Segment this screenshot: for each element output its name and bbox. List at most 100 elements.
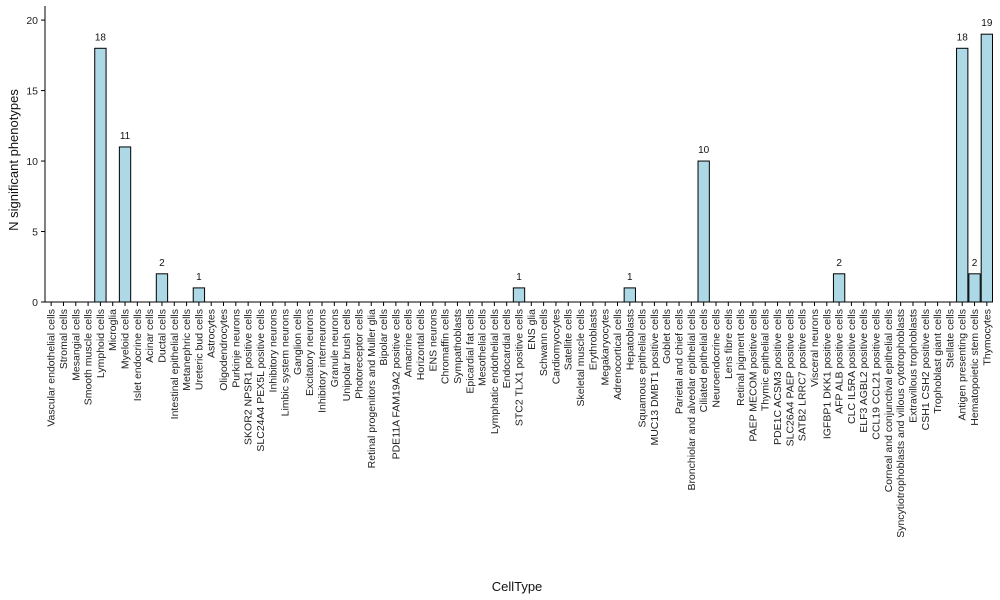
y-tick-label: 20	[26, 15, 38, 27]
x-tick-label: Satellite cells	[563, 309, 575, 370]
x-tick-label: Microglia	[107, 309, 119, 351]
x-tick-label: SATB2 LRRC7 positive cells	[797, 309, 809, 441]
bar-value-label: 1	[516, 272, 522, 283]
x-tick-label: Squamous epithelial cells	[637, 309, 649, 427]
x-tick-label: Acinar cells	[144, 309, 156, 363]
bar-value-label: 2	[972, 258, 978, 269]
x-axis-title: CellType	[492, 579, 543, 594]
x-tick-label: Antigen presenting cells	[957, 309, 969, 421]
x-tick-label: Skeletal muscle cells	[575, 309, 587, 406]
x-tick-label: Ureteric bud cells	[193, 309, 205, 390]
bars	[94, 33, 994, 303]
x-tick-label: Thymocytes	[981, 309, 993, 366]
y-axis: 0 5 10 15 20	[26, 6, 46, 309]
x-tick-label: SLC24A4 PEX5L positive cells	[255, 309, 267, 452]
x-tick-label: Lymphatic endothelial cells	[489, 309, 501, 434]
x-tick-label: Endocardial cells	[501, 309, 513, 388]
x-tick-label: IGFBP1 DKK1 positive cells	[821, 309, 833, 439]
bar	[832, 273, 846, 303]
x-tick-label: Corneal and conjunctival epithelial cell…	[883, 309, 895, 492]
x-tick-label: SKOR2 NPSR1 positive cells	[243, 309, 255, 445]
x-tick-label: Stromal cells	[58, 309, 70, 369]
x-tick-label: AFP ALB positive cells	[834, 309, 846, 414]
x-tick-label: Thymic epithelial cells	[760, 309, 772, 411]
bar-value-label: 2	[836, 258, 842, 269]
x-tick-label: Parietal and chief cells	[674, 309, 686, 414]
bar-value-label: 2	[159, 258, 165, 269]
x-tick-label: Lens fibre cells	[723, 309, 735, 379]
x-tick-label: Intestinal epithelial cells	[169, 309, 181, 419]
x-tick-label: Trophoblast giant cells	[932, 309, 944, 414]
x-tick-label: Schwann cells	[538, 309, 550, 376]
bar	[94, 47, 107, 303]
y-tick-label: 10	[26, 156, 38, 168]
x-tick-label: Cardiomyocytes	[550, 309, 562, 384]
x-tick-label: CSH1 CSH2 positive cells	[920, 309, 932, 430]
x-tick-label: Granule neurons	[329, 309, 341, 387]
x-tick-label: CCL19 CCL21 positive cells	[871, 309, 883, 440]
x-tick-label: Inhibitory neurons	[267, 309, 279, 392]
bar	[512, 287, 526, 303]
x-tick-label: Syncytiotrophoblasts and villous cytotro…	[895, 309, 907, 538]
y-tick-label: 5	[32, 227, 38, 239]
x-tick-label: Extravillous trophoblasts	[907, 309, 919, 423]
bar	[697, 160, 710, 303]
x-tick-label: Oligodendrocytes	[218, 309, 230, 391]
x-tick-label: Myeloid cells	[120, 309, 132, 369]
x-tick-label: Retinal pigment cells	[735, 309, 747, 406]
x-tick-label: Ductal cells	[156, 309, 168, 363]
x-tick-label: Excitatory neurons	[304, 309, 316, 396]
x-tick-label: PDE11A FAM19A2 positive cells	[390, 309, 402, 459]
x-tick-label: Hepatoblasts	[624, 309, 636, 370]
x-tick-label: Retinal progenitors and Muller glia	[366, 309, 378, 468]
x-tick-label: Mesangial cells	[70, 309, 82, 381]
x-tick-label: Chromaffin cells	[440, 309, 452, 384]
bar	[968, 273, 981, 303]
x-tick-label: PDE1C ACSM3 positive cells	[772, 309, 784, 445]
x-tick-label: Ciliated epithelial cells	[698, 309, 710, 412]
x-tick-label: Sympathoblasts	[452, 309, 464, 384]
x-tick-label: Astrocytes	[206, 309, 218, 358]
x-tick-label: STC2 TLX1 positive cells	[514, 309, 526, 426]
bar	[623, 287, 636, 303]
x-tick-label: Megakaryocytes	[600, 309, 612, 385]
x-tick-label: Vascular endothelial cells	[46, 309, 58, 427]
x-tick-label: SLC26A4 PAEP positive cells	[784, 309, 796, 446]
x-tick-label: Limbic system neurons	[280, 309, 292, 416]
x-tick-label: ELF3 AGBL2 positive cells	[858, 309, 870, 433]
x-tick-label: Visceral neurons	[809, 309, 821, 387]
x-tick-label: Smooth muscle cells	[83, 309, 95, 405]
y-tick-label: 15	[26, 86, 38, 98]
x-tick-label: Ganglion cells	[292, 309, 304, 375]
x-tick-label: Neuroendocrine cells	[710, 309, 722, 408]
x-tick-label: Purkinje neurons	[230, 309, 242, 388]
x-tick-label: Lymphoid cells	[95, 309, 107, 378]
x-tick-label: Erythroblasts	[587, 309, 599, 370]
bar	[980, 33, 994, 303]
x-tick-label: ENS glia	[526, 309, 538, 350]
bar	[956, 47, 969, 303]
x-tick-label: MUC13 DMBT1 positive cells	[649, 309, 661, 446]
x-axis	[45, 301, 993, 306]
bar	[155, 273, 169, 303]
x-tick-label: Hematopoietic stem cells	[969, 309, 981, 426]
bar-value-label: 1	[627, 272, 633, 283]
x-tick-label: Metanephric cells	[181, 309, 193, 391]
x-tick-label: Adrenocortical cells	[612, 309, 624, 400]
x-tick-label: ENS neurons	[427, 309, 439, 371]
x-tick-label: Islet endocrine cells	[132, 309, 144, 401]
bar-value-label: 10	[698, 145, 710, 156]
x-tick-label: Photoreceptor cells	[353, 309, 365, 399]
y-tick-label: 0	[32, 297, 38, 309]
x-tick-label: Stellate cells	[944, 309, 956, 368]
x-tick-label: Amacrine cells	[403, 309, 415, 377]
x-tick-label: Goblet cells	[661, 309, 673, 364]
bar	[192, 287, 206, 303]
bar-value-label: 18	[95, 32, 107, 43]
x-tick-label: Inhibitory interneurons	[317, 309, 329, 413]
y-axis-title: N significant phenotypes	[6, 89, 21, 231]
x-tick-label: Bipolar cells	[378, 309, 390, 366]
